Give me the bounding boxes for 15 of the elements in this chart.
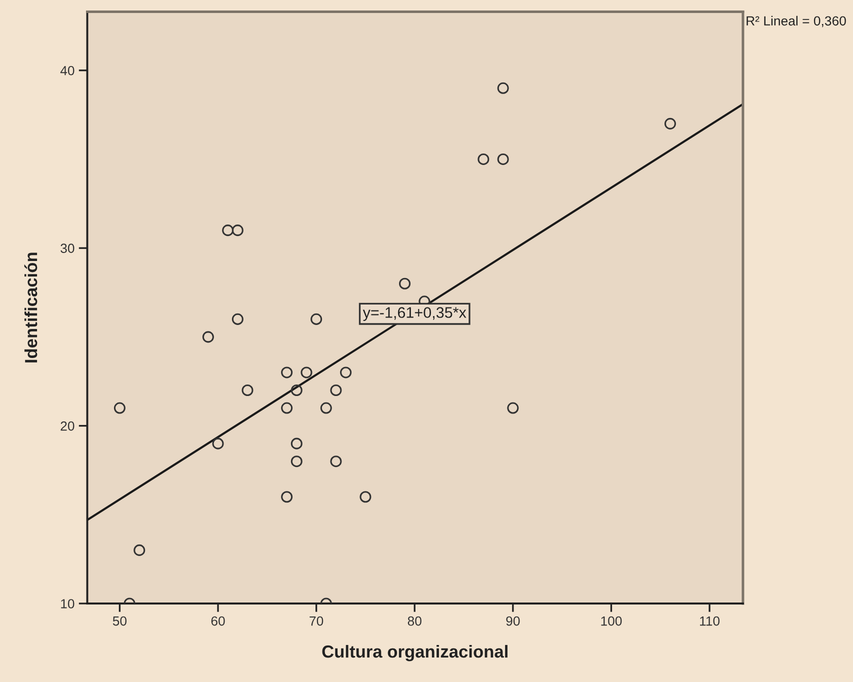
annotation: y=-1,61+0,35*x bbox=[362, 307, 466, 321]
x-tick-label: 60 bbox=[211, 616, 225, 626]
x-tick-label: 110 bbox=[700, 616, 720, 626]
y-tick-label: 40 bbox=[60, 66, 74, 76]
text: R² Lineal = 0,360 bbox=[746, 16, 846, 28]
x-tick-label: 50 bbox=[112, 616, 127, 626]
x-tick-label: 80 bbox=[408, 616, 422, 626]
x-tick-label: 70 bbox=[310, 616, 324, 626]
y-axis-title: Identificación bbox=[24, 252, 38, 362]
y-tick-label: 10 bbox=[61, 599, 74, 608]
x-axis-title: Cultura organizacional bbox=[322, 644, 508, 662]
y-tick-label: 20 bbox=[60, 421, 74, 431]
x-tick-label: 90 bbox=[506, 616, 520, 626]
x-tick-label: 100 bbox=[601, 616, 622, 626]
y-tick-label: 30 bbox=[60, 244, 74, 253]
